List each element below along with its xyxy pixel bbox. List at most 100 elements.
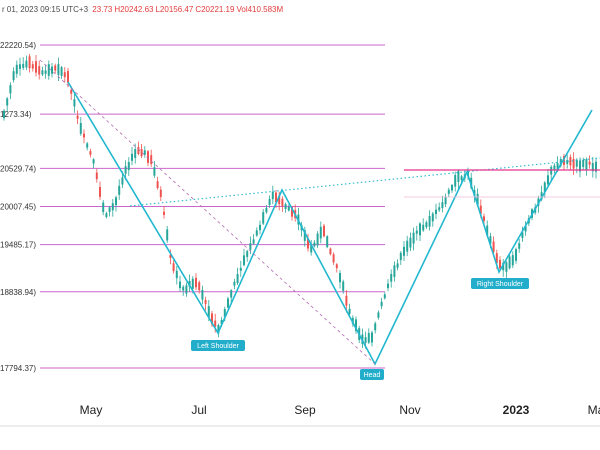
candle	[454, 171, 457, 192]
candle	[585, 157, 588, 176]
candle	[95, 168, 98, 183]
candle	[22, 57, 25, 71]
candle	[143, 146, 146, 158]
candle	[393, 261, 396, 282]
candle	[412, 227, 415, 251]
candle	[595, 157, 597, 179]
svg-text:Left Shoulder: Left Shoulder	[197, 343, 239, 350]
ohlc-open: 23.73	[92, 5, 113, 14]
candle	[457, 169, 460, 189]
candle	[19, 57, 21, 76]
candle	[259, 220, 261, 235]
candle	[390, 269, 393, 288]
candle	[374, 321, 377, 334]
candle	[281, 196, 284, 212]
candle	[198, 280, 201, 294]
candle	[47, 60, 50, 80]
neckline	[129, 157, 600, 207]
candle	[51, 63, 53, 78]
candle	[444, 193, 447, 208]
ohlc-low: L20156.47	[155, 5, 193, 14]
candle	[236, 267, 239, 286]
candle	[319, 221, 322, 244]
candle	[425, 220, 428, 229]
candle	[383, 292, 386, 300]
svg-text:Head: Head	[364, 372, 381, 379]
candle	[422, 218, 425, 232]
candle	[409, 232, 412, 251]
candle	[428, 210, 431, 231]
x-tick-label: Jul	[191, 403, 206, 417]
candle	[227, 296, 229, 309]
candle	[150, 149, 153, 167]
candle	[543, 181, 546, 199]
candle	[28, 53, 31, 73]
candle	[262, 208, 265, 226]
candle	[102, 199, 105, 216]
candles	[3, 53, 597, 349]
candle	[105, 211, 108, 219]
candle	[79, 117, 82, 136]
fib-label: 22220.54)	[0, 41, 36, 50]
candle	[521, 226, 524, 242]
x-tick-label: Nov	[399, 403, 420, 417]
candle	[89, 148, 92, 158]
candle	[60, 66, 63, 79]
candle	[367, 328, 370, 344]
pattern-labels: Left Shoulder Head Right Shoulder	[191, 278, 529, 380]
candle	[419, 222, 421, 242]
candle	[569, 154, 572, 171]
candle	[326, 235, 329, 249]
fib-trend-line	[39, 59, 376, 365]
candle	[377, 310, 380, 320]
candle	[185, 282, 188, 297]
candle	[524, 221, 527, 236]
ohlc-header: r 01, 2023 09:15 UTC+3 23.73 H20242.63 L20…	[2, 5, 284, 14]
candle	[323, 223, 325, 238]
candle	[166, 225, 169, 243]
candle	[201, 285, 204, 305]
candle	[137, 141, 140, 156]
candle	[99, 181, 101, 200]
candle	[179, 275, 181, 292]
candle	[73, 93, 76, 113]
candle	[182, 285, 185, 296]
candle	[108, 206, 111, 217]
candle	[12, 67, 15, 83]
candle	[406, 235, 409, 257]
candle	[239, 260, 242, 277]
candle	[159, 186, 162, 202]
candle	[342, 279, 345, 294]
candle	[387, 279, 389, 292]
candle	[124, 160, 127, 181]
candle	[515, 247, 517, 264]
candle	[268, 195, 271, 208]
candle	[553, 163, 556, 174]
candle	[441, 195, 444, 213]
pattern-lines	[39, 59, 600, 366]
candle	[38, 60, 41, 80]
candle	[127, 157, 130, 176]
candle	[591, 156, 594, 178]
fib-label: 1273.34)	[0, 110, 32, 119]
candle	[140, 144, 143, 159]
fib-label: 17794.37)	[0, 364, 36, 373]
candle	[348, 303, 351, 317]
candle	[271, 185, 274, 205]
candle	[579, 157, 581, 178]
candle	[435, 203, 437, 220]
candle	[83, 129, 85, 144]
candle	[396, 259, 399, 271]
candle	[175, 265, 178, 285]
candle	[332, 252, 335, 265]
candle	[67, 67, 69, 88]
x-axis: May Jul Sep Nov 2023 Mar	[80, 403, 600, 417]
ohlc-close: C20221.19	[195, 5, 235, 14]
svg-text:r 01, 2023 09:15 UTC+3 23.: r 01, 2023 09:15 UTC+3 23.73 H20242.63 L20…	[2, 5, 284, 14]
candle	[41, 66, 44, 77]
fib-label: 20529.74)	[0, 164, 36, 173]
candle	[329, 247, 332, 256]
x-tick-label: May	[80, 403, 103, 417]
candle	[111, 198, 114, 217]
x-tick-label: Mar	[588, 403, 600, 417]
